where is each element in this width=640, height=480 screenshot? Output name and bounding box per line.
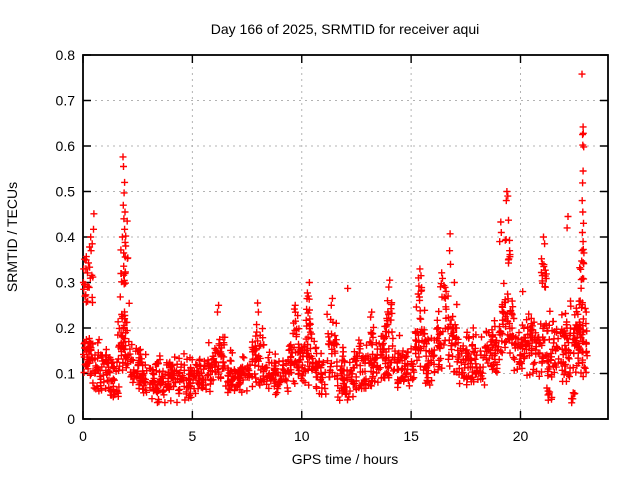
gridlines [83,55,608,419]
svg-text:0: 0 [67,411,75,427]
svg-text:20: 20 [513,428,529,444]
data-points [79,70,591,407]
svg-text:0.1: 0.1 [56,366,76,382]
svg-text:0.2: 0.2 [56,320,76,336]
svg-text:0.8: 0.8 [56,47,76,63]
svg-text:15: 15 [403,428,419,444]
tick-labels: 0 5 10 15 20 0 0.1 0.2 0.3 0.4 0.5 0.6 0.7 0.8 [56,47,529,444]
svg-text:0.5: 0.5 [56,184,76,200]
svg-text:0: 0 [79,428,87,444]
chart-title: Day 166 of 2025, SRMTID for receiver aqu… [211,21,479,37]
svg-text:0.7: 0.7 [56,93,76,109]
svg-text:0.3: 0.3 [56,275,76,291]
svg-text:5: 5 [188,428,196,444]
svg-text:0.4: 0.4 [56,229,76,245]
y-axis-label: SRMTID / TECUs [4,182,20,292]
x-axis-label: GPS time / hours [292,451,399,467]
svg-text:10: 10 [294,428,310,444]
svg-text:0.6: 0.6 [56,138,76,154]
plot-frame [82,54,609,420]
